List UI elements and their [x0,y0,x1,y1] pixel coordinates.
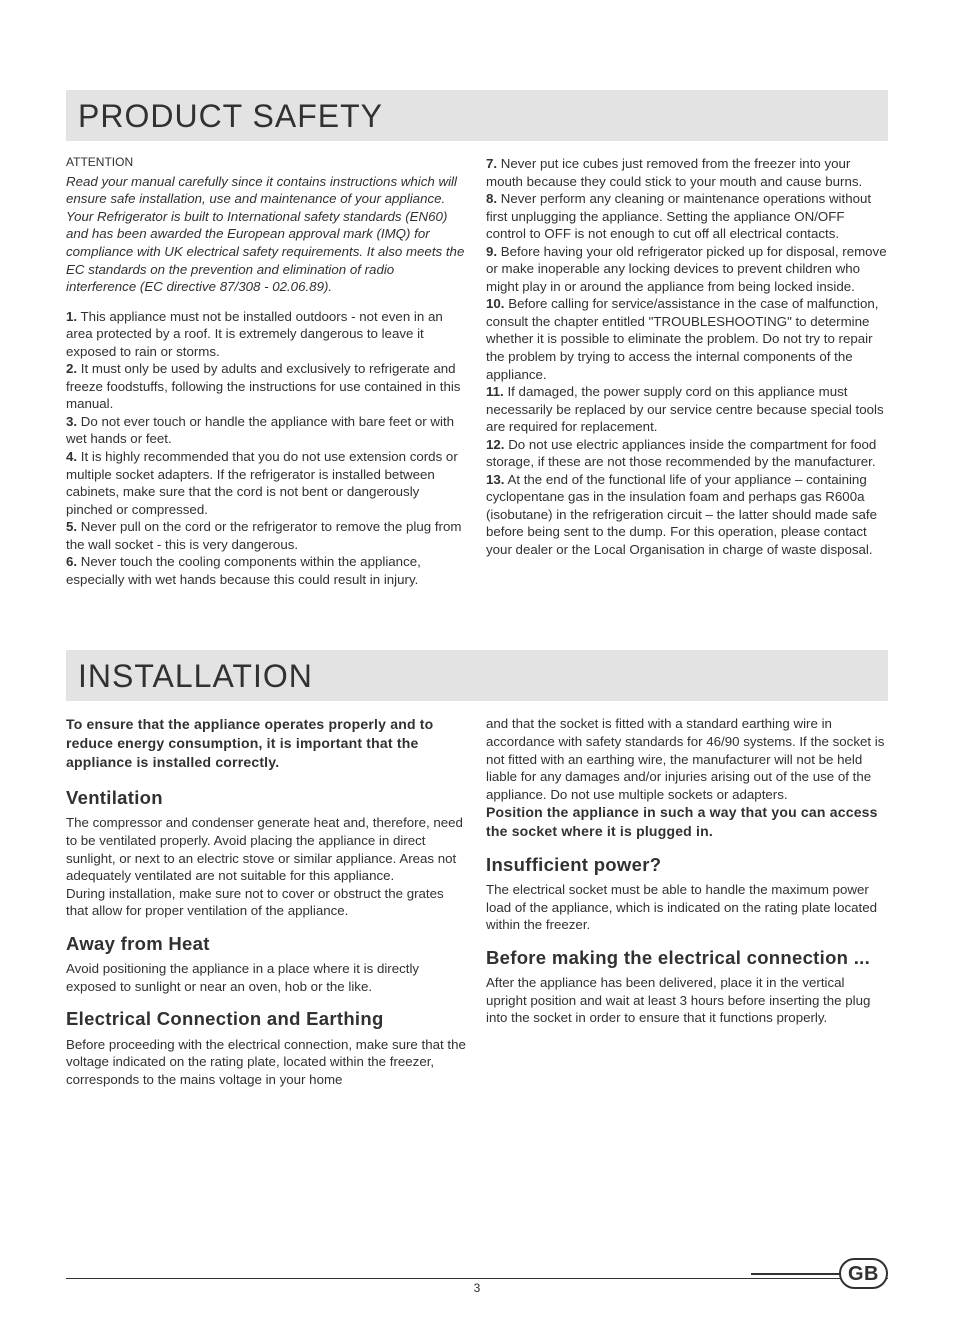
away-from-heat-heading: Away from Heat [66,932,468,956]
item-text-10: Before calling for service/assistance in… [486,296,878,381]
electrical-connection-heading: Electrical Connection and Earthing [66,1007,468,1031]
earthing-p: and that the socket is fitted with a sta… [486,715,888,803]
badge-connector-line [751,1273,841,1275]
item-num-11: 11. [486,384,504,399]
item-num-9: 9. [486,244,497,259]
item-num-10: 10. [486,296,505,311]
item-text-13: At the end of the functional life of you… [486,472,877,557]
item-text-7: Never put ice cubes just removed from th… [486,156,862,189]
item-num-1: 1. [66,309,77,324]
item-text-1: This appliance must not be installed out… [66,309,443,359]
page-footer: 3 GB [66,1278,888,1295]
safety-columns: ATTENTION Read your manual carefully sin… [66,155,888,588]
safety-col-right: 7. Never put ice cubes just removed from… [486,155,888,588]
item-text-11: If damaged, the power supply cord on thi… [486,384,884,434]
ventilation-heading: Ventilation [66,786,468,810]
item-num-13: 13. [486,472,505,487]
insufficient-power-p: The electrical socket must be able to ha… [486,881,888,934]
item-text-12: Do not use electric appliances inside th… [486,437,876,470]
item-text-8: Never perform any cleaning or maintenanc… [486,191,871,241]
safety-item-4: 4. It is highly recommended that you do … [66,448,468,518]
item-num-8: 8. [486,191,497,206]
safety-item-1: 1. This appliance must not be installed … [66,308,468,361]
install-col-left: To ensure that the appliance operates pr… [66,715,468,1088]
before-connection-p: After the appliance has been delivered, … [486,974,888,1027]
safety-item-2: 2. It must only be used by adults and ex… [66,360,468,413]
electrical-connection-p: Before proceeding with the electrical co… [66,1036,468,1089]
safety-item-9: 9. Before having your old refrigerator p… [486,243,888,296]
safety-col-left: ATTENTION Read your manual carefully sin… [66,155,468,588]
safety-item-6: 6. Never touch the cooling components wi… [66,553,468,588]
position-note: Position the appliance in such a way tha… [486,803,888,841]
section-title-safety: PRODUCT SAFETY [66,90,888,141]
item-text-9: Before having your old refrigerator pick… [486,244,887,294]
item-text-4: It is highly recommended that you do not… [66,449,458,517]
item-text-3: Do not ever touch or handle the applianc… [66,414,454,447]
install-intro: To ensure that the appliance operates pr… [66,715,468,772]
country-badge-wrap: GB [751,1258,888,1289]
item-text-6: Never touch the cooling components withi… [66,554,421,587]
away-from-heat-p: Avoid positioning the appliance in a pla… [66,960,468,995]
safety-item-8: 8. Never perform any cleaning or mainten… [486,190,888,243]
safety-item-5: 5. Never pull on the cord or the refrige… [66,518,468,553]
safety-item-11: 11. If damaged, the power supply cord on… [486,383,888,436]
item-text-2: It must only be used by adults and exclu… [66,361,460,411]
country-badge: GB [839,1258,888,1289]
ventilation-p2: During installation, make sure not to co… [66,885,468,920]
item-num-12: 12. [486,437,505,452]
item-num-5: 5. [66,519,77,534]
safety-item-10: 10. Before calling for service/assistanc… [486,295,888,383]
item-num-2: 2. [66,361,77,376]
ventilation-p1: The compressor and condenser generate he… [66,814,468,884]
item-num-7: 7. [486,156,497,171]
section-title-installation: INSTALLATION [66,650,888,701]
install-columns: To ensure that the appliance operates pr… [66,715,888,1088]
safety-intro-2: Your Refrigerator is built to Internatio… [66,208,468,296]
safety-item-13: 13. At the end of the functional life of… [486,471,888,559]
safety-item-7: 7. Never put ice cubes just removed from… [486,155,888,190]
insufficient-power-heading: Insufficient power? [486,853,888,877]
item-num-6: 6. [66,554,77,569]
item-num-4: 4. [66,449,77,464]
item-text-5: Never pull on the cord or the refrigerat… [66,519,461,552]
before-connection-heading: Before making the electrical connection … [486,946,888,970]
attention-label: ATTENTION [66,155,468,171]
install-col-right: and that the socket is fitted with a sta… [486,715,888,1088]
safety-intro-1: Read your manual carefully since it cont… [66,173,468,208]
item-num-3: 3. [66,414,77,429]
safety-item-12: 12. Do not use electric appliances insid… [486,436,888,471]
safety-item-3: 3. Do not ever touch or handle the appli… [66,413,468,448]
